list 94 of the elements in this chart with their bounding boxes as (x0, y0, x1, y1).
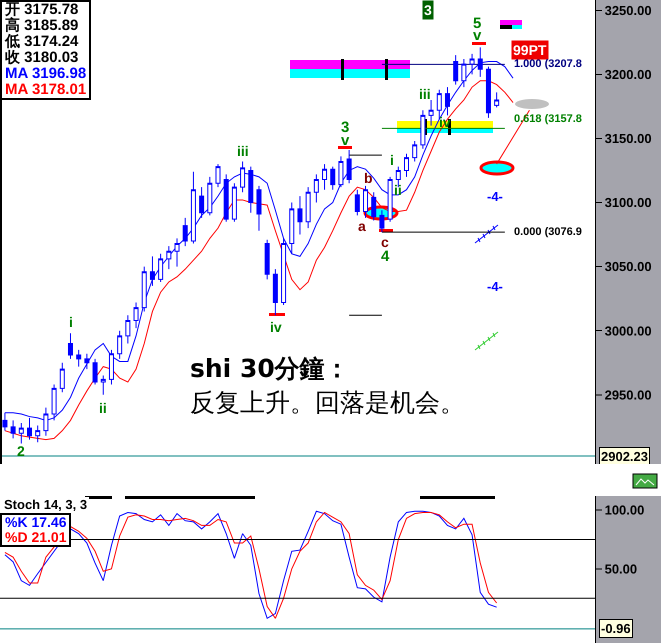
candlestick (84, 353, 90, 370)
candlestick (60, 362, 65, 393)
ref-line-label: 2902.23 (601, 449, 648, 464)
candlestick (117, 330, 122, 360)
candlestick (306, 186, 311, 229)
candlestick (76, 349, 82, 368)
candlestick (420, 110, 426, 150)
annotation: 2 (17, 443, 25, 459)
candlestick (281, 238, 286, 306)
candlestick (92, 358, 98, 386)
candlestick (330, 166, 336, 190)
y-tick-label: 3200.00 (604, 66, 652, 82)
text: MA 3196.98 (5, 65, 86, 82)
y-tick-label: 3100.00 (604, 195, 652, 210)
candlestick (289, 202, 294, 254)
candlestick (436, 89, 442, 120)
annotation: iv (439, 114, 451, 130)
candlestick (108, 349, 114, 386)
y-tick-label: 3150.00 (604, 130, 652, 146)
candlestick (224, 174, 229, 222)
candlestick (134, 302, 139, 329)
candlestick (68, 332, 73, 360)
candlestick (199, 186, 204, 218)
y-tick-label: 2950.00 (604, 387, 652, 402)
candlestick (142, 266, 147, 312)
candlestick (232, 182, 237, 222)
candlestick (486, 66, 491, 118)
candlestick (412, 140, 418, 162)
annotation: 开 3175.78 (5, 1, 80, 18)
y-tick-label: 50.00 (604, 561, 638, 576)
candlestick (404, 153, 410, 178)
candlestick (18, 422, 24, 444)
candlestick (240, 161, 246, 193)
candlestick (388, 176, 393, 222)
annotation: -4- (487, 279, 503, 294)
candlestick (297, 196, 302, 236)
candlestick (453, 54, 458, 86)
annotation: -4- (487, 189, 503, 204)
candlestick (150, 256, 155, 286)
annotation: 高 3185.89 (5, 17, 80, 34)
candlestick (444, 86, 450, 116)
annotation: i (69, 314, 73, 330)
annotation: c (381, 234, 389, 250)
annotation: 1.000 (3207.8 (514, 58, 582, 70)
text: MA 3178.01 (5, 81, 86, 98)
candlestick (371, 192, 376, 221)
candlestick (182, 217, 188, 247)
candlestick (207, 176, 212, 216)
candlestick (248, 166, 254, 214)
annotation: 4 (381, 248, 390, 265)
chart-title: Stoch 14, 3, 3 (2, 497, 90, 512)
annotation: iv (270, 319, 282, 335)
annotation: ii (394, 182, 402, 198)
annotation: 收 3180.03 (5, 49, 80, 66)
candlestick (379, 210, 384, 233)
series-label: %K 17.46 (5, 514, 66, 530)
candlestick (190, 171, 196, 244)
annotation: 低 3174.24 (5, 33, 80, 50)
candlestick (166, 246, 172, 270)
candlestick (338, 156, 344, 188)
annotation: ii (99, 400, 107, 416)
candlestick (314, 174, 319, 204)
annotation: i (390, 152, 394, 168)
candlestick (35, 425, 40, 443)
ref-line-label: -0.96 (601, 621, 631, 636)
annotation: 0.000 (3076.9 (514, 226, 582, 238)
annotation: 99PT (513, 42, 547, 58)
y-tick-label: 100.00 (604, 502, 644, 518)
candlestick (354, 189, 360, 216)
candlestick (322, 164, 328, 190)
candlestick (256, 185, 262, 232)
candlestick (125, 314, 130, 344)
annotation: b (364, 170, 373, 186)
candlestick (264, 239, 270, 280)
candlestick (428, 99, 434, 126)
candlestick (158, 253, 164, 282)
annotation: 反复上升。回落是机会。 (190, 387, 465, 419)
annotation: iii (237, 143, 249, 159)
annotation: a (358, 218, 366, 234)
series-label: %D 21.01 (5, 529, 66, 545)
y-tick-label: 3000.00 (604, 323, 652, 338)
y-tick-label: 3050.00 (604, 259, 652, 274)
candlestick (494, 92, 500, 108)
candlestick (346, 149, 352, 184)
candlestick (363, 185, 368, 218)
candlestick (174, 238, 180, 268)
annotation: 3 (424, 2, 432, 18)
annotation: shi 30分鐘： (190, 353, 351, 385)
candlestick (10, 420, 16, 439)
candlestick (100, 375, 106, 396)
annotation: iii (419, 86, 431, 102)
y-tick-label: 3250.00 (604, 2, 652, 18)
candlestick (215, 164, 221, 188)
candlestick (272, 268, 278, 316)
